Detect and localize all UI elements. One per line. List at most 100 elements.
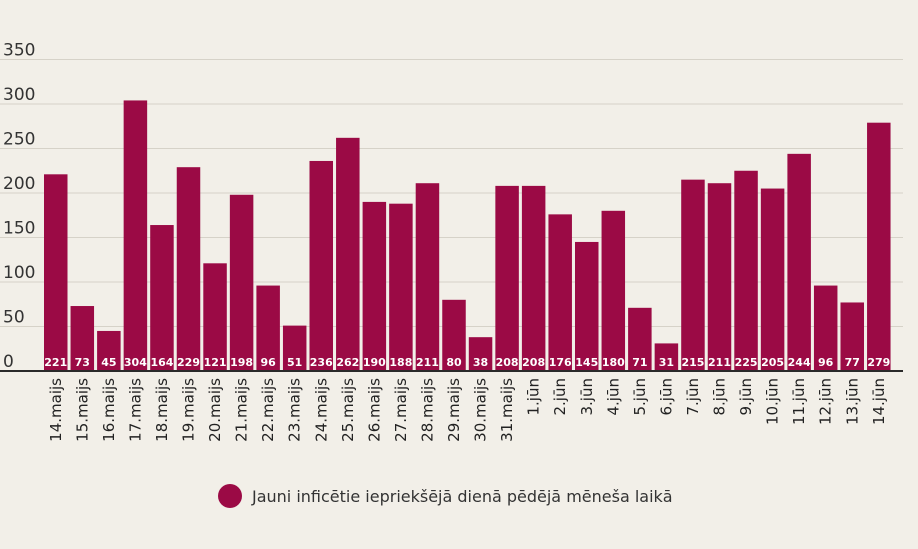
x-tick-label: 21.maijs xyxy=(233,378,251,442)
y-tick-label: 350 xyxy=(3,41,35,61)
bar xyxy=(575,241,599,371)
x-tick-label: 29.maijs xyxy=(445,378,463,442)
data-label: 225 xyxy=(735,356,758,369)
x-tick-label: 17.maijs xyxy=(126,378,144,442)
x-tick-label: 16.maijs xyxy=(100,378,118,442)
y-tick-label: 100 xyxy=(3,263,35,283)
data-label: 51 xyxy=(287,356,302,369)
data-label: 73 xyxy=(75,356,90,369)
bar xyxy=(548,214,572,371)
data-label: 96 xyxy=(818,356,834,369)
bar xyxy=(336,137,360,371)
bar xyxy=(813,285,838,371)
data-label: 38 xyxy=(473,356,488,369)
bar xyxy=(681,179,705,371)
bar xyxy=(229,194,254,371)
y-tick-label: 50 xyxy=(3,308,25,328)
data-label: 221 xyxy=(44,356,67,369)
bar xyxy=(70,306,95,371)
bar xyxy=(97,330,121,371)
legend: Jauni inficētie iepriekšējā dienā pēdējā… xyxy=(218,484,673,508)
bar xyxy=(760,188,785,371)
x-tick-label: 14.maijs xyxy=(47,378,65,442)
x-tick-label: 26.maijs xyxy=(365,378,383,442)
bar xyxy=(521,185,546,371)
x-tick-label: 12.jūn xyxy=(817,378,835,425)
y-tick-label: 150 xyxy=(3,219,35,239)
bar xyxy=(867,122,891,371)
x-tick-label: 27.maijs xyxy=(392,378,410,442)
data-label: 208 xyxy=(496,356,519,369)
x-tick-label: 7.jūn xyxy=(684,378,702,416)
x-tick-label: 19.maijs xyxy=(180,378,198,442)
y-tick-label: 300 xyxy=(3,85,35,105)
data-label: 190 xyxy=(363,356,386,369)
data-label: 121 xyxy=(204,356,227,369)
data-label: 262 xyxy=(336,356,359,369)
data-label: 208 xyxy=(522,356,545,369)
bar xyxy=(362,201,387,371)
bar xyxy=(840,302,864,371)
bar xyxy=(282,325,307,371)
y-tick-label: 250 xyxy=(3,130,35,150)
x-tick-label: 4.jūn xyxy=(604,378,622,416)
data-label: 304 xyxy=(124,356,147,369)
x-tick-label: 31.maijs xyxy=(498,378,516,442)
x-tick-label: 8.jūn xyxy=(711,378,729,416)
data-label: 176 xyxy=(549,356,572,369)
x-tick-label: 2.jūn xyxy=(551,378,569,416)
data-label: 164 xyxy=(150,356,173,369)
bar xyxy=(256,285,280,371)
data-label: 198 xyxy=(230,356,253,369)
x-tick-label: 1.jūn xyxy=(525,378,543,416)
data-label: 71 xyxy=(632,356,647,369)
bar xyxy=(176,167,201,371)
data-label: 279 xyxy=(867,356,890,369)
bar xyxy=(123,100,148,371)
data-label: 205 xyxy=(761,356,784,369)
x-tick-label: 14.jūn xyxy=(870,378,888,425)
bar xyxy=(654,343,679,371)
x-tick-label: 5.jūn xyxy=(631,378,649,416)
legend-label: Jauni inficētie iepriekšējā dienā pēdējā… xyxy=(252,486,673,506)
bar xyxy=(44,174,68,371)
bar xyxy=(442,299,466,371)
x-tick-label: 22.maijs xyxy=(259,378,277,442)
legend-swatch xyxy=(218,484,242,508)
data-label: 180 xyxy=(602,356,625,369)
y-tick-label: 200 xyxy=(3,174,35,194)
x-tick-label: 23.maijs xyxy=(286,378,304,442)
x-tick-label: 20.maijs xyxy=(206,378,224,442)
bar xyxy=(415,183,440,371)
x-tick-label: 10.jūn xyxy=(764,378,782,425)
data-label: 77 xyxy=(845,356,860,369)
x-tick-label: 3.jūn xyxy=(578,378,596,416)
data-label: 145 xyxy=(575,356,598,369)
x-tick-label: 25.maijs xyxy=(339,378,357,442)
bar xyxy=(309,160,333,371)
data-label: 96 xyxy=(260,356,276,369)
bar xyxy=(468,337,493,371)
data-label: 31 xyxy=(659,356,674,369)
data-label: 211 xyxy=(708,356,731,369)
bar xyxy=(707,183,732,371)
data-label: 45 xyxy=(101,356,116,369)
bar xyxy=(203,263,227,371)
data-label: 229 xyxy=(177,356,200,369)
x-tick-label: 30.maijs xyxy=(472,378,490,442)
x-tick-label: 6.jūn xyxy=(657,378,675,416)
bar xyxy=(734,170,758,371)
bar xyxy=(628,307,652,371)
data-label: 80 xyxy=(446,356,462,369)
x-tick-label: 13.jūn xyxy=(843,378,861,425)
bar xyxy=(787,153,811,371)
x-tick-label: 18.maijs xyxy=(153,378,171,442)
data-label: 244 xyxy=(788,356,811,369)
data-label: 211 xyxy=(416,356,439,369)
bar xyxy=(601,210,626,371)
x-tick-label: 11.jūn xyxy=(790,378,808,425)
x-tick-label: 28.maijs xyxy=(418,378,436,442)
x-tick-label: 9.jūn xyxy=(737,378,755,416)
